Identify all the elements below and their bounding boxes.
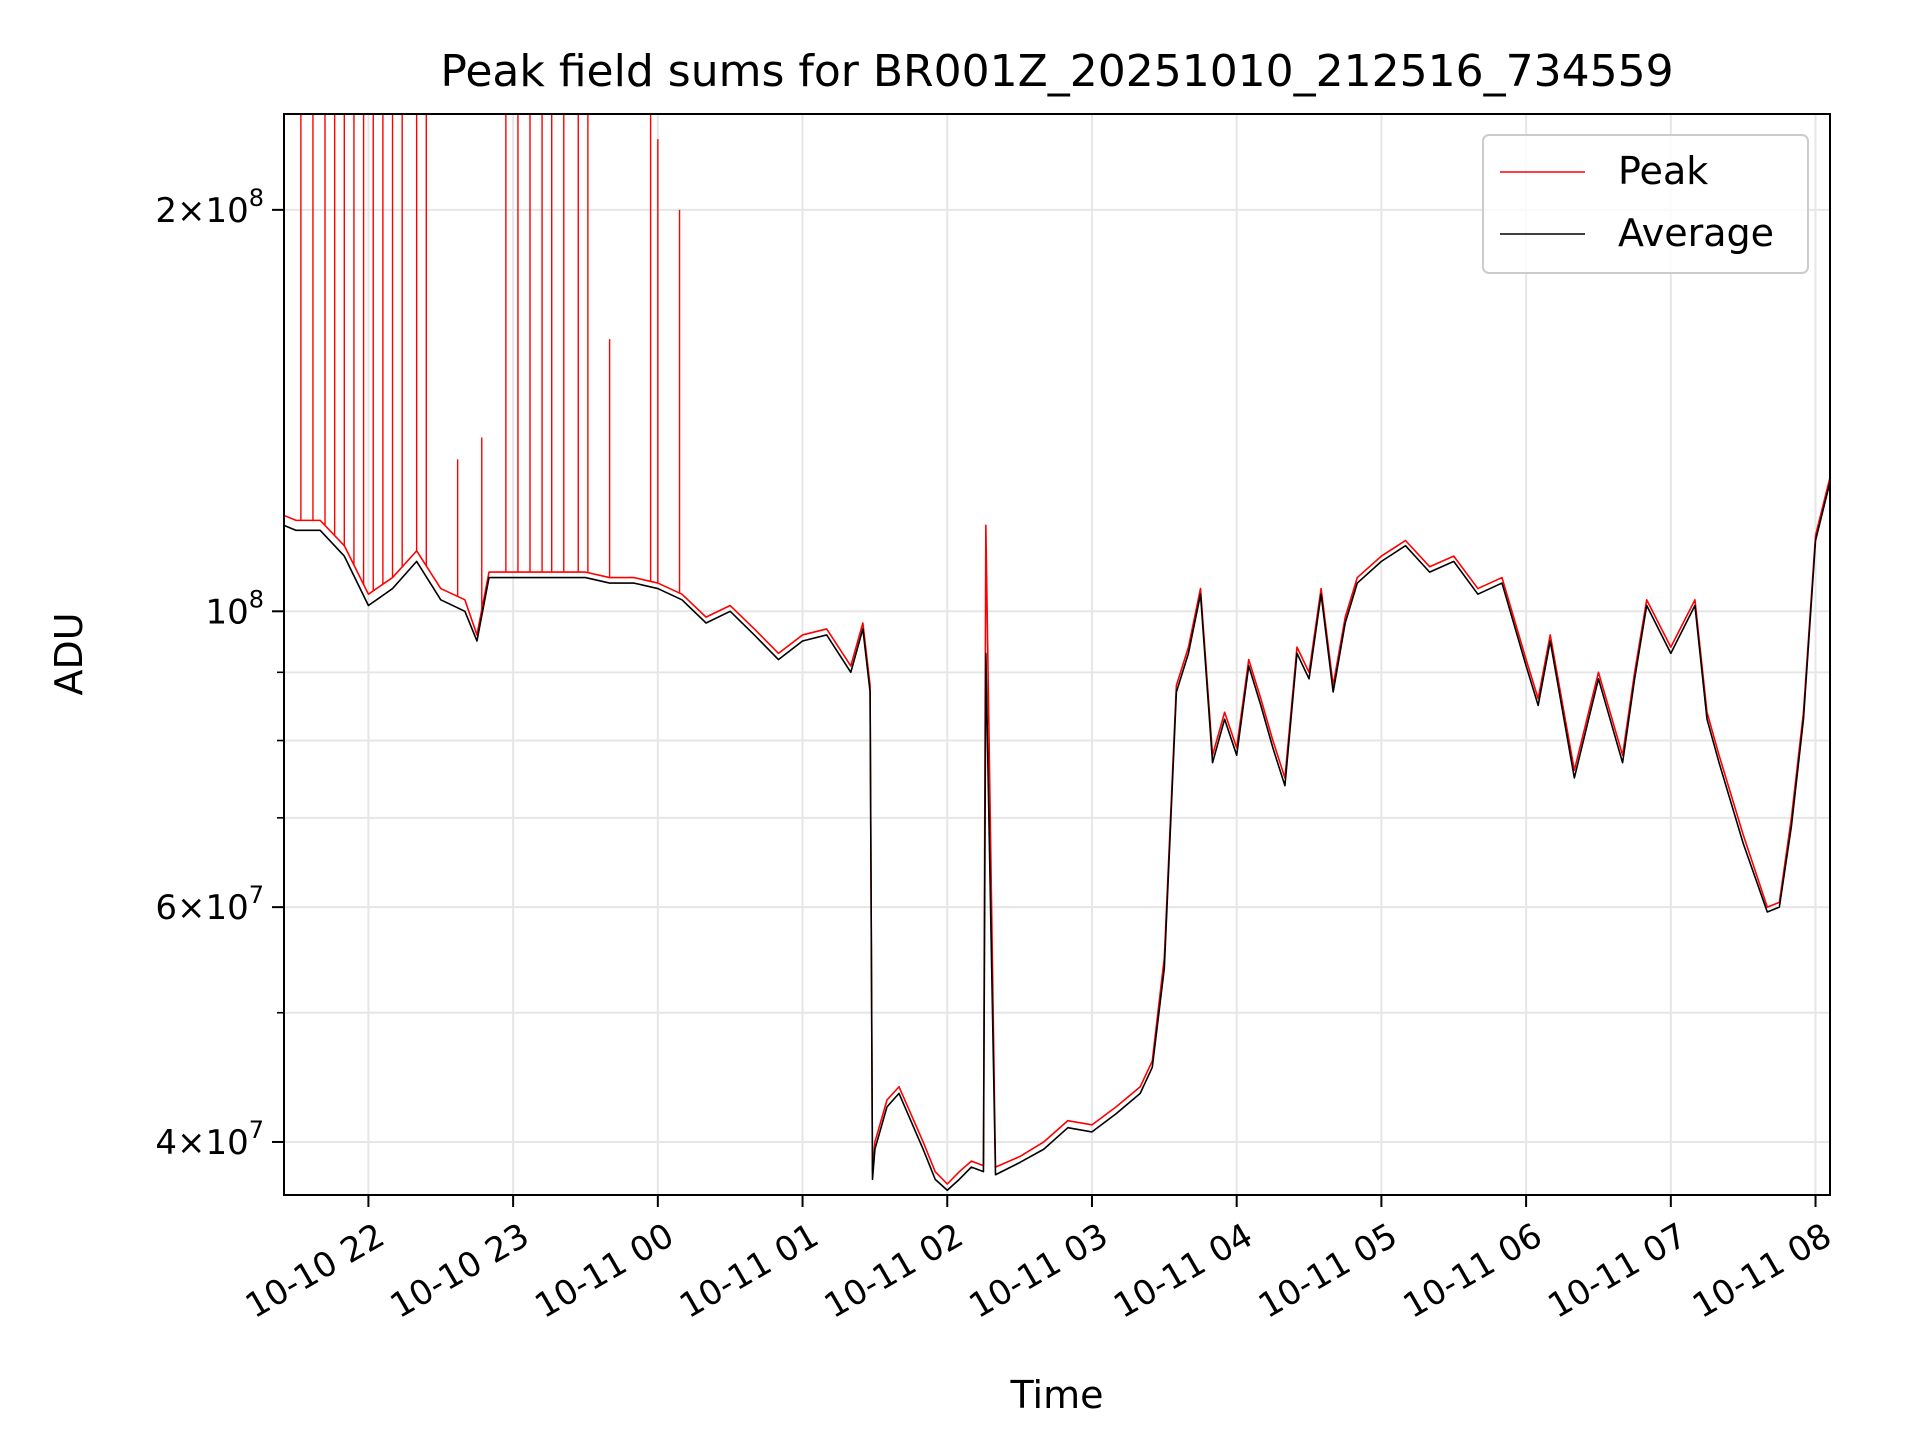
y-axis-label: ADU [47,612,91,695]
series-line-peak [283,477,1831,1185]
y-tick-label: 4×107 [155,1116,264,1163]
plot-frame [283,113,1831,1196]
chart-title: Peak field sums for BR001Z_20251010_2125… [440,46,1673,97]
y-tick-label: 108 [205,585,264,632]
legend-box [1482,134,1809,274]
y-tick-label: 6×107 [155,881,264,928]
legend-label-peak: Peak [1618,149,1708,193]
series-line-average [283,481,1831,1192]
x-axis-label: Time [1010,1373,1104,1417]
legend: Peak Average [1482,134,1809,274]
legend-label-average: Average [1618,211,1774,255]
y-tick-label: 2×108 [155,184,264,231]
plot-lines [283,114,1831,1192]
